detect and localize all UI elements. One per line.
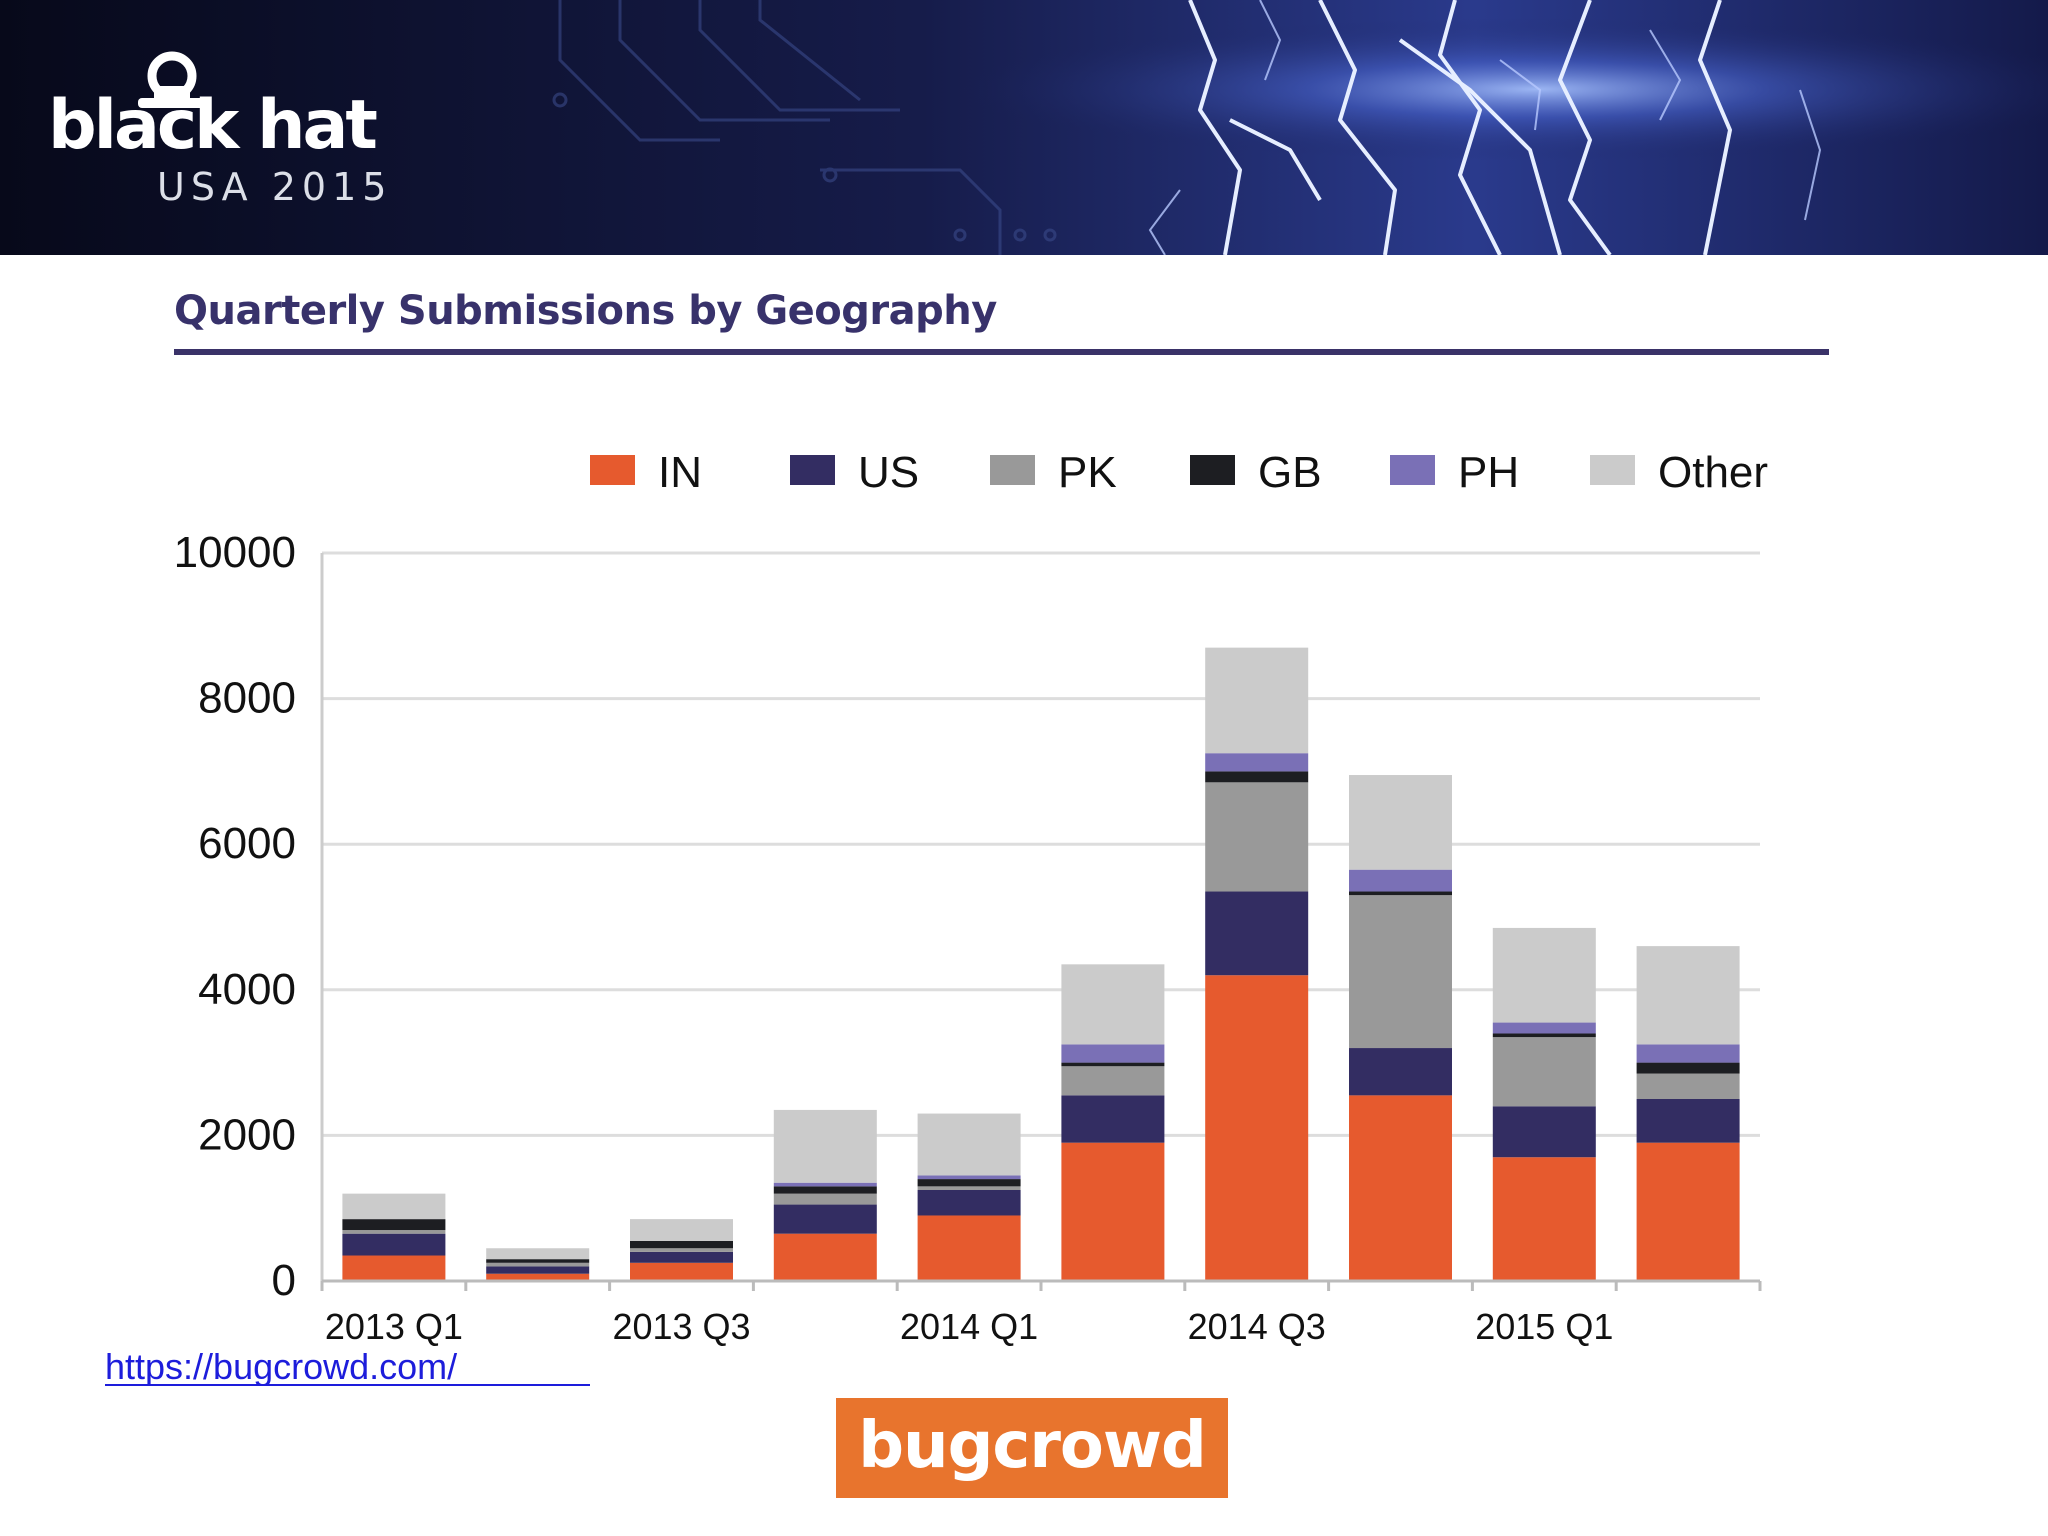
bar-ph-2014-q2 — [1061, 1044, 1165, 1063]
y-tick-label: 2000 — [198, 1110, 296, 1159]
legend-swatch-ph — [1390, 455, 1435, 485]
bar-us-2013-q3 — [630, 1251, 733, 1263]
bar-in-2015-q2 — [1636, 1142, 1740, 1281]
banner-background — [0, 0, 2048, 255]
legend-swatch-gb — [1190, 455, 1235, 485]
legend-label-gb: GB — [1258, 448, 1322, 497]
bar-gb-2015-q2 — [1636, 1062, 1740, 1074]
bar-gb-2013-q3 — [630, 1240, 733, 1249]
legend-label-in: IN — [658, 448, 702, 497]
bar-other-2013-q2 — [486, 1248, 590, 1260]
legend-label-pk: PK — [1058, 448, 1117, 497]
y-tick-label: 0 — [272, 1256, 296, 1305]
bar-other-2015-q1 — [1492, 927, 1596, 1023]
bar-other-2015-q2 — [1636, 946, 1740, 1045]
header-banner: black hat USA 2015 — [0, 0, 2048, 255]
bar-pk-2014-q4 — [1349, 895, 1452, 1049]
bar-pk-2013-q4 — [773, 1193, 877, 1205]
bar-us-2014-q3 — [1205, 891, 1309, 976]
legend-swatch-in — [590, 455, 635, 485]
bar-in-2014-q1 — [917, 1215, 1021, 1281]
bar-us-2014-q4 — [1349, 1048, 1452, 1096]
y-tick-label: 8000 — [198, 674, 296, 723]
legend-label-ph: PH — [1458, 448, 1519, 497]
bar-ph-2013-q4 — [773, 1182, 877, 1187]
bar-us-2014-q1 — [917, 1190, 1021, 1216]
slide-title: Quarterly Submissions by Geography — [174, 288, 997, 334]
legend-swatch-pk — [990, 455, 1035, 485]
bar-gb-2013-q2 — [486, 1259, 590, 1263]
bar-us-2013-q1 — [342, 1233, 446, 1256]
bar-in-2014-q4 — [1349, 1095, 1452, 1281]
x-tick-label: 2014 Q3 — [1188, 1306, 1326, 1347]
bar-in-2014-q2 — [1061, 1142, 1165, 1281]
x-tick-label: 2014 Q1 — [900, 1306, 1038, 1347]
title-underline — [174, 349, 1829, 355]
bar-ph-2014-q1 — [917, 1175, 1021, 1180]
bar-ph-2015-q1 — [1492, 1022, 1596, 1034]
bar-pk-2013-q3 — [630, 1248, 733, 1252]
x-tick-label: 2013 Q1 — [325, 1306, 463, 1347]
lightning-bolts — [1188, 0, 1732, 255]
bar-in-2013-q3 — [630, 1262, 733, 1281]
bugcrowd-logo: bugcrowd — [836, 1398, 1228, 1498]
bar-pk-2013-q2 — [486, 1262, 590, 1267]
legend-swatch-us — [790, 455, 835, 485]
legend-swatch-other — [1590, 455, 1635, 485]
bar-ph-2014-q4 — [1349, 869, 1452, 892]
bar-other-2014-q1 — [917, 1113, 1021, 1176]
bar-other-2014-q2 — [1061, 964, 1165, 1045]
bar-gb-2015-q1 — [1492, 1033, 1596, 1038]
bar-gb-2013-q4 — [773, 1186, 877, 1194]
bar-other-2014-q4 — [1349, 775, 1452, 870]
bar-pk-2015-q2 — [1636, 1073, 1740, 1099]
bar-in-2013-q4 — [773, 1233, 877, 1281]
bar-gb-2013-q1 — [342, 1219, 446, 1231]
bar-gb-2014-q4 — [1349, 891, 1452, 896]
y-tick-label: 4000 — [198, 965, 296, 1014]
bar-ph-2015-q2 — [1636, 1044, 1740, 1063]
chart-axes: 0 2000 4000 6000 8000 10000 2013 Q1 2013 Q3 2014… — [174, 528, 1762, 1347]
x-tick-label: 2013 Q3 — [612, 1306, 750, 1347]
bar-in-2013-q2 — [486, 1273, 590, 1281]
chart-legend: IN US PK GB PH Other — [590, 448, 1768, 497]
bar-other-2013-q4 — [773, 1109, 877, 1183]
bar-other-2014-q3 — [1205, 647, 1309, 754]
event-name: USA 2015 — [157, 165, 393, 209]
bar-pk-2015-q1 — [1492, 1037, 1596, 1107]
brand-name: black hat — [48, 86, 378, 165]
legend-label-us: US — [858, 448, 919, 497]
bar-us-2013-q2 — [486, 1266, 590, 1274]
black-hat-logo-icon — [138, 51, 206, 108]
y-tick-label: 6000 — [198, 819, 296, 868]
bar-ph-2014-q3 — [1205, 753, 1309, 772]
bar-other-2013-q1 — [342, 1193, 446, 1220]
bar-pk-2014-q2 — [1061, 1066, 1165, 1096]
bar-gb-2014-q3 — [1205, 771, 1309, 783]
bar-us-2014-q2 — [1061, 1095, 1165, 1143]
bar-gb-2014-q2 — [1061, 1062, 1165, 1067]
bar-us-2015-q2 — [1636, 1099, 1740, 1143]
bar-pk-2013-q1 — [342, 1230, 446, 1234]
bar-pk-2014-q1 — [917, 1186, 1021, 1190]
x-tick-label: 2015 Q1 — [1475, 1306, 1613, 1347]
chart-bars — [342, 647, 1740, 1281]
bar-us-2013-q4 — [773, 1204, 877, 1234]
footer-link[interactable]: https://bugcrowd.com/ — [105, 1350, 590, 1386]
bar-us-2015-q1 — [1492, 1106, 1596, 1158]
bar-in-2013-q1 — [342, 1255, 446, 1281]
y-tick-label: 10000 — [174, 528, 296, 577]
legend-label-other: Other — [1658, 448, 1768, 497]
bar-gb-2014-q1 — [917, 1179, 1021, 1187]
bar-pk-2014-q3 — [1205, 782, 1309, 892]
bar-in-2014-q3 — [1205, 975, 1309, 1281]
bar-in-2015-q1 — [1492, 1157, 1596, 1281]
bar-other-2013-q3 — [630, 1219, 733, 1241]
